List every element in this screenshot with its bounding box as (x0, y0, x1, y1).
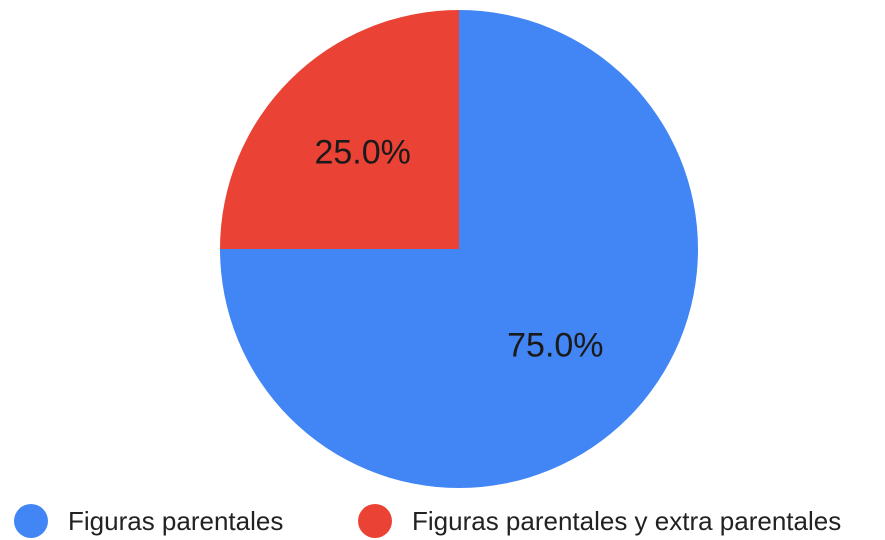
pie-slice-labels: 75.0% 25.0% (314, 134, 603, 365)
legend-item-figuras-parentales-y-extra-parentales: Figuras parentales y extra parentales (358, 504, 841, 538)
legend-label: Figuras parentales y extra parentales (412, 506, 841, 536)
pie-slice-figuras-parentales-y-extra-parentales (220, 10, 459, 249)
chart-legend: Figuras parentales Figuras parentales y e… (14, 504, 841, 538)
legend-label: Figuras parentales (68, 506, 283, 536)
pie-slices (220, 10, 698, 488)
legend-item-figuras-parentales: Figuras parentales (14, 504, 283, 538)
legend-swatch (358, 504, 392, 538)
slice-data-label: 25.0% (314, 134, 410, 172)
legend-swatch (14, 504, 48, 538)
slice-data-label: 75.0% (507, 326, 603, 364)
